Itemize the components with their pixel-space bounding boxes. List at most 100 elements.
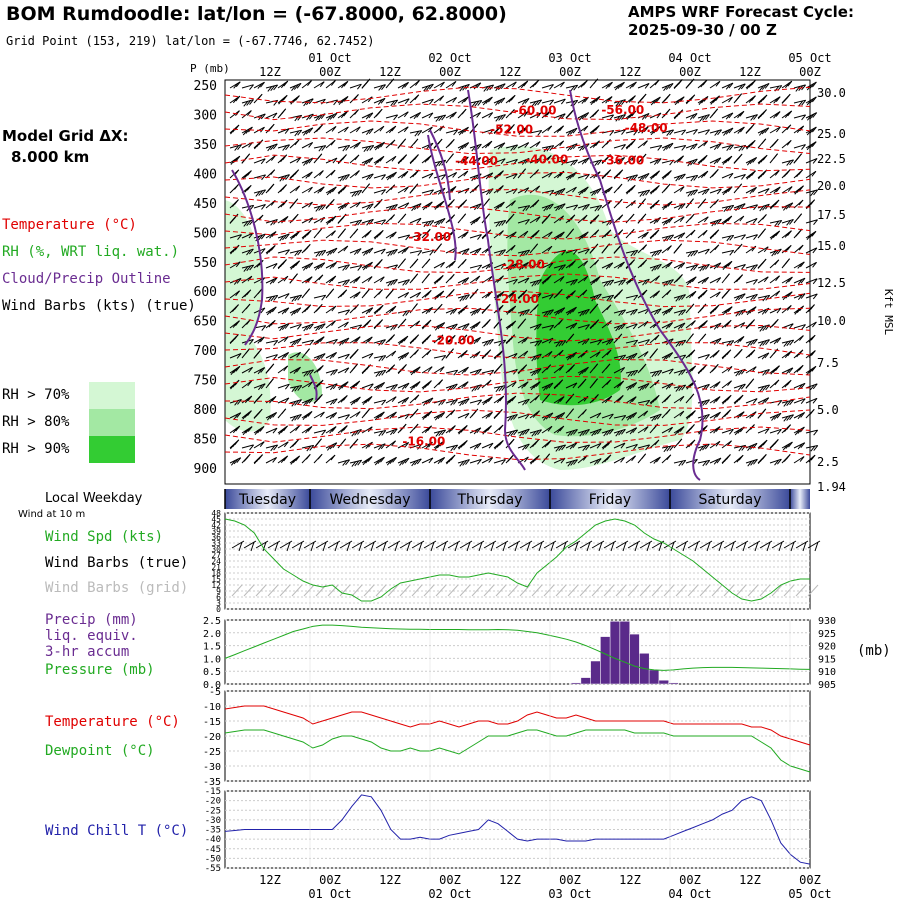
wind-barb-flag (769, 443, 775, 450)
wind-barb-flag (416, 233, 422, 240)
wind-barb-flag (296, 157, 302, 163)
wind-barb-flag (338, 99, 344, 106)
surface-wind-barb (675, 540, 689, 549)
wind-barb-flag (284, 323, 290, 329)
wind-barb-flag (656, 308, 662, 314)
wind-barb (625, 308, 638, 314)
wind-barb (757, 294, 770, 299)
wind-barb-flag (361, 83, 367, 89)
wind-barb-flag (578, 114, 584, 121)
temperature-isotherm (224, 222, 811, 240)
wind-barb-flag (404, 352, 410, 358)
wind-barb-flag (245, 303, 251, 310)
wind-barb (769, 337, 782, 344)
wind-barb-flag (748, 141, 754, 148)
wind-barb (349, 265, 362, 269)
wind-barb-flag (762, 340, 768, 346)
surface-wind-barb-flag (346, 541, 351, 552)
wind-barb-flag (291, 310, 296, 316)
wind-barb-flag (809, 367, 814, 374)
wind-barb (421, 306, 433, 314)
wind-barb-flag (665, 144, 671, 150)
wind-barb-flag (715, 291, 721, 298)
wind-barb-flag (522, 310, 528, 316)
wind-barb-flag (518, 264, 524, 271)
wind-barb-flag (751, 245, 757, 252)
wind-barb-flag (776, 412, 782, 419)
wind-barb-flag (272, 412, 278, 418)
wind-barb (289, 185, 300, 194)
wind-barb-flag (260, 367, 266, 373)
wind-barb-flag (425, 273, 430, 279)
wind-barb-flag (805, 203, 811, 210)
wind-barb-flag (486, 189, 491, 196)
wind-barb-flag (511, 320, 517, 327)
wind-barb-flag (368, 173, 374, 180)
wind-barb-flag (434, 444, 440, 450)
wind-barb-flag (673, 248, 679, 254)
wind-barb-flag (237, 144, 242, 151)
wind-barb (661, 426, 673, 434)
wind-barb (349, 324, 362, 329)
wind-barb-flag (558, 319, 563, 325)
wind-barb (661, 129, 674, 134)
wind-barb-flag (578, 234, 584, 241)
wind-barb (553, 231, 565, 239)
surface-wind-barb (711, 540, 725, 549)
wind-barb (337, 353, 350, 359)
wind-barb-flag (362, 459, 368, 466)
wind-barb-flag (399, 426, 405, 432)
wind-barb-flag (481, 353, 487, 360)
wind-barb-flag (512, 173, 518, 180)
wind-barb-flag (737, 183, 743, 190)
kft-tick-label: 10.0 (817, 314, 846, 328)
wind-barb-flag (235, 110, 240, 116)
wind-barb-flag (524, 398, 530, 405)
wind-barb-flag (296, 307, 302, 314)
precip-bar (570, 682, 582, 685)
wind-barb-flag (233, 413, 239, 420)
top-hour-label: 12Z (379, 65, 401, 79)
top-hour-label: 00Z (799, 65, 821, 79)
wind-barb-flag (810, 334, 816, 341)
wind-barb-flag (473, 322, 479, 329)
wind-barb-flag (391, 305, 397, 312)
wind-barb-flag (450, 454, 456, 461)
wind-barb-flag (593, 459, 599, 466)
wind-barb-flag (367, 456, 373, 462)
wind-barb-flag (365, 158, 371, 165)
grid-wind-barb (759, 584, 771, 597)
wind-barb-flag (533, 243, 539, 250)
wind-chill-tick-label: -15 (205, 787, 221, 797)
wind-barb-flag (507, 265, 512, 272)
wind-barb (517, 142, 529, 149)
surface-wind-barb-flag (574, 541, 579, 552)
wind-barb (553, 264, 566, 269)
wind-barb-flag (303, 265, 308, 271)
wind-barb-flag (606, 304, 612, 311)
wind-barb (421, 397, 434, 404)
wind-barb-flag (342, 395, 348, 401)
wind-barb-flag (757, 413, 763, 419)
wind-barb (697, 263, 710, 269)
surface-wind-barb (591, 540, 605, 549)
wind-barb-flag (559, 425, 565, 432)
wind-barb-flag (746, 174, 752, 180)
wind-barb-flag (270, 169, 276, 176)
wind-barb-flag (629, 83, 635, 89)
wind-barb (721, 249, 734, 254)
wind-barb-flag (449, 113, 455, 119)
wind-tick-label: 39 (211, 527, 221, 536)
wind-barb-flag (333, 99, 338, 106)
wind-barb-flag (613, 293, 619, 300)
wind-barb-flag (429, 220, 435, 226)
wind-barb-flag (232, 306, 237, 312)
wind-chill-line (224, 794, 811, 865)
wind-barb-flag (566, 309, 572, 316)
wind-barb-flag (794, 309, 800, 315)
wind-barb (385, 428, 398, 434)
wind-barb (337, 80, 349, 89)
wind-barb-flag (401, 172, 406, 179)
surface-wind-barb (759, 540, 773, 549)
wind-barb-flag (750, 294, 755, 301)
